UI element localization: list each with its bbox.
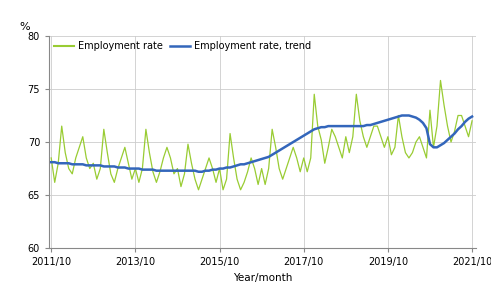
Employment rate — [336, 146, 342, 149]
X-axis label: Year/month: Year/month — [233, 273, 292, 283]
Line: Employment rate: Employment rate — [51, 80, 472, 190]
Employment rate, trend — [48, 160, 54, 164]
Employment rate — [448, 140, 454, 144]
Employment rate, trend — [146, 168, 152, 171]
Employment rate, trend — [90, 164, 96, 167]
Employment rate, trend — [231, 165, 237, 168]
Employment rate, trend — [399, 114, 405, 117]
Employment rate — [90, 161, 96, 165]
Employment rate — [315, 124, 321, 128]
Employment rate — [469, 119, 475, 123]
Employment rate — [231, 156, 237, 160]
Text: %: % — [19, 22, 30, 32]
Employment rate — [437, 79, 443, 82]
Employment rate — [48, 156, 54, 160]
Employment rate, trend — [336, 124, 342, 128]
Employment rate, trend — [195, 170, 201, 173]
Line: Employment rate, trend: Employment rate, trend — [51, 115, 472, 172]
Employment rate, trend — [315, 126, 321, 130]
Employment rate, trend — [448, 135, 454, 138]
Employment rate, trend — [469, 115, 475, 118]
Employment rate — [146, 151, 152, 154]
Employment rate — [195, 188, 201, 192]
Legend: Employment rate, Employment rate, trend: Employment rate, Employment rate, trend — [51, 37, 315, 55]
